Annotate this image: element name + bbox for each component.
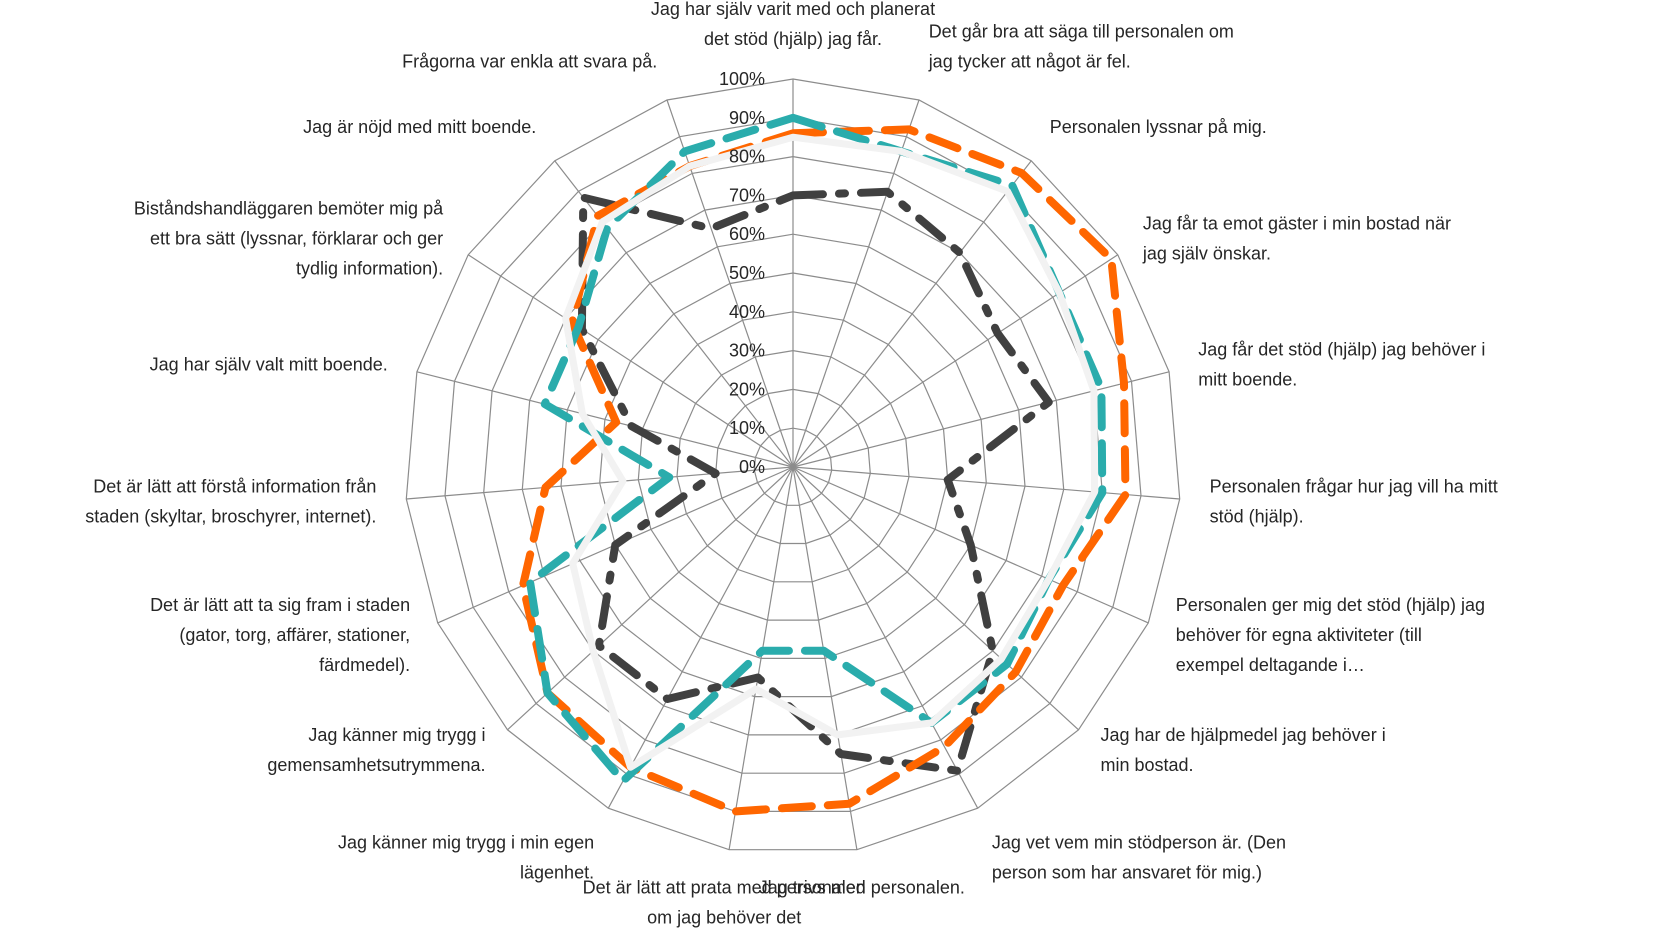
- axis-label: Jag vet vem min stödperson är. (Den perso…: [992, 833, 1286, 883]
- axis-label: Biståndshandläggaren bemöter mig på ett b…: [134, 198, 444, 278]
- axis-label: Det är lätt att förstå information från s…: [85, 477, 376, 527]
- grid-ring: [753, 427, 833, 506]
- axis-label: Jag känner mig trygg i min egen lägenhet.: [338, 833, 594, 883]
- axis-label: Jag har själv varit med och planerat det …: [651, 0, 935, 49]
- series-line-1: [519, 125, 1130, 816]
- radar-tick-labels: 0% 10% 20% 30% 40% 50% 60% 70% 80% 90% 100%: [719, 69, 765, 477]
- grid-ring: [715, 388, 871, 545]
- tick-label: 20%: [729, 379, 765, 399]
- grid-spoke: [792, 254, 1119, 468]
- axis-label: Personalen ger mig det stöd (hjälp) jag b…: [1176, 595, 1485, 675]
- grid-ring: [521, 194, 1065, 736]
- grid-spoke: [792, 466, 1079, 731]
- tick-label: 40%: [729, 302, 765, 322]
- axis-label: Jag trivs med personalen.: [759, 877, 965, 897]
- grid-spoke: [792, 160, 1032, 468]
- grid-spoke: [416, 371, 794, 468]
- grid-spoke: [666, 99, 794, 468]
- tick-label: 100%: [719, 69, 765, 89]
- axis-label: Jag får ta emot gäster i min bostad när j…: [1142, 213, 1451, 263]
- axis-label: Jag känner mig trygg i gemensamhetsutrymm…: [267, 725, 485, 775]
- tick-label: 90%: [729, 108, 765, 128]
- tick-label: 50%: [729, 263, 765, 283]
- grid-spoke: [792, 99, 920, 468]
- tick-label: 10%: [729, 418, 765, 438]
- tick-label: 80%: [729, 147, 765, 167]
- grid-spoke: [554, 160, 794, 468]
- grid-spoke: [467, 254, 794, 468]
- axis-label: Jag har de hjälpmedel jag behöver i min b…: [1101, 725, 1386, 775]
- grid-spoke: [607, 466, 794, 809]
- axis-label: Jag är nöjd med mitt boende.: [303, 117, 536, 137]
- tick-label: 60%: [729, 224, 765, 244]
- radar-axis-labels: Jag har själv varit med och planerat det …: [85, 0, 1497, 927]
- tick-label: 70%: [729, 185, 765, 205]
- grid-spoke: [792, 466, 979, 809]
- radar-series: [519, 113, 1130, 816]
- grid-spoke: [406, 466, 794, 500]
- tick-label: 30%: [729, 341, 765, 361]
- grid-spoke: [792, 466, 1180, 500]
- grid-spoke: [728, 466, 794, 850]
- axis-label: Frågorna var enkla att svara på.: [402, 52, 657, 72]
- grid-spoke: [792, 466, 858, 850]
- grid-ring: [676, 349, 910, 583]
- grid-spoke: [792, 371, 1170, 468]
- axis-label: Personalen lyssnar på mig.: [1050, 117, 1267, 137]
- tick-label: 0%: [739, 457, 765, 477]
- grid-spoke: [507, 466, 794, 731]
- grid-ring: [599, 272, 987, 660]
- axis-label: Det är lätt att prata med personalen om j…: [583, 877, 866, 927]
- axis-label: Jag får det stöd (hjälp) jag behöver i mi…: [1198, 339, 1485, 389]
- radar-grid: [405, 78, 1181, 851]
- grid-ring: [405, 78, 1181, 851]
- grid-ring: [637, 311, 949, 621]
- series-line-3: [562, 133, 1099, 771]
- grid-ring: [483, 155, 1103, 774]
- axis-label: Personalen frågar hur jag vill ha mitt st…: [1210, 477, 1498, 527]
- axis-label: Det går bra att säga till personalen om j…: [928, 22, 1234, 72]
- axis-label: Det är lätt att ta sig fram i staden (gat…: [150, 595, 410, 675]
- axis-label: Jag har själv valt mitt boende.: [150, 354, 388, 374]
